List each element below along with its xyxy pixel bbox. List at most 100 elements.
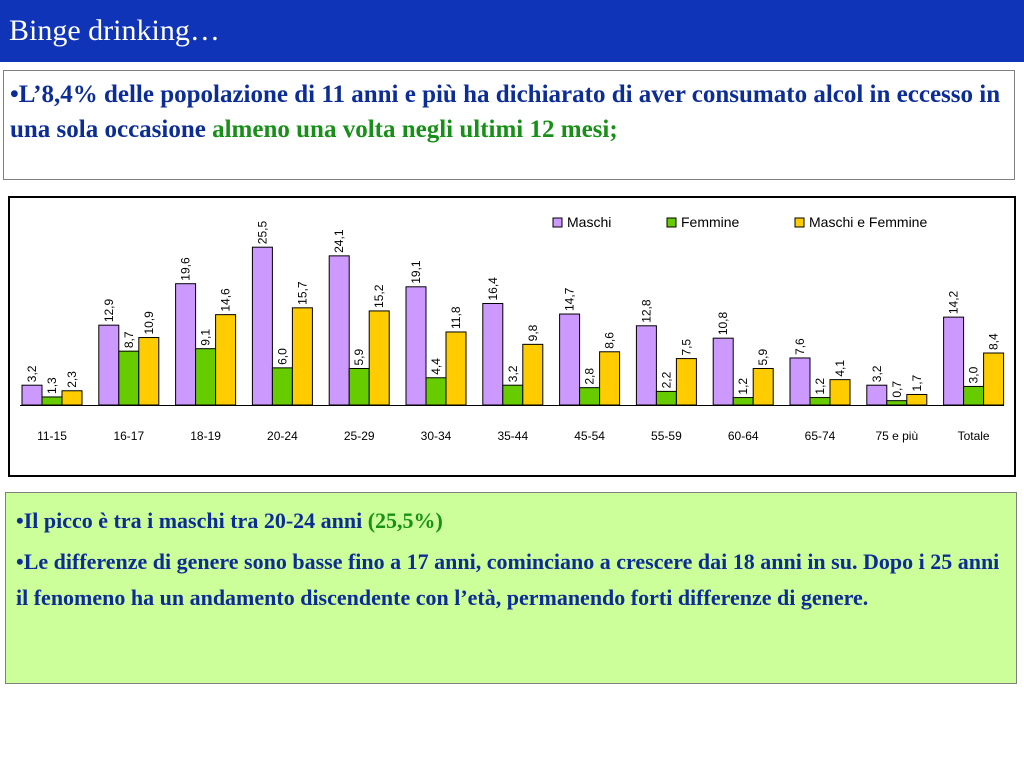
data-label-maschi-11-15: 3,2 — [25, 365, 39, 382]
data-label-femmine-35-44: 3,2 — [506, 365, 520, 382]
data-label-maschi-25-29: 24,1 — [332, 229, 346, 253]
notes-box: •Il picco è tra i maschi tra 20-24 anni … — [5, 492, 1017, 684]
bar-maschi-30-34 — [405, 286, 427, 406]
data-label-maschi-e-femmine-75-e-pi: 1,7 — [910, 374, 924, 391]
data-label-maschi-18-19: 19,6 — [179, 257, 193, 281]
bar-chart: 3,2 1,3 2,3 11-15 12,9 8,7 10,9 16-17 19,6 9,1 14,… — [20, 214, 1005, 443]
data-label-femmine-65-74: 1,2 — [813, 378, 827, 395]
data-label-femmine-18-19: 9,1 — [199, 329, 213, 346]
bar-maschi-18-19 — [175, 283, 197, 406]
x-tick-label-35-44: 35-44 — [497, 429, 528, 443]
bar-maschi-25-29 — [328, 255, 350, 406]
data-label-maschi-e-femmine-20-24: 15,7 — [295, 281, 309, 305]
bar-maschi-e-femmine-75-e-pi — [906, 393, 928, 406]
data-label-maschi-e-femmine-11-15: 2,3 — [65, 371, 79, 388]
title-bar: Binge drinking… — [0, 0, 1024, 62]
x-tick-label-75-e-pi: 75 e più — [875, 429, 918, 443]
x-tick-label-25-29: 25-29 — [344, 429, 375, 443]
data-label-femmine-totale: 3,0 — [967, 366, 981, 383]
bar-maschi-e-femmine-60-64 — [752, 367, 774, 406]
bar-femmine-20-24 — [271, 367, 293, 406]
data-label-femmine-11-15: 1,3 — [45, 377, 59, 394]
data-label-maschi-55-59: 12,8 — [639, 299, 653, 323]
bar-maschi-45-54 — [559, 313, 581, 406]
x-tick-label-totale: Totale — [958, 429, 990, 443]
data-label-maschi-20-24: 25,5 — [255, 221, 269, 245]
x-tick-label-20-24: 20-24 — [267, 429, 298, 443]
bar-maschi-e-femmine-65-74 — [829, 379, 851, 406]
data-label-maschi-e-femmine-55-59: 7,5 — [679, 339, 693, 356]
data-label-maschi-e-femmine-35-44: 9,8 — [526, 324, 540, 341]
data-label-femmine-75-e-pi: 0,7 — [890, 381, 904, 398]
data-label-maschi-e-femmine-45-54: 8,6 — [603, 332, 617, 349]
note-2-bullet: • — [16, 549, 24, 574]
intro-highlight: almeno una volta negli ultimi 12 mesi; — [212, 116, 618, 143]
data-label-maschi-e-femmine-16-17: 10,9 — [142, 311, 156, 335]
bar-femmine-35-44 — [502, 384, 524, 406]
legend-label-maschi: Maschi — [567, 214, 611, 230]
bar-maschi-e-femmine-20-24 — [291, 307, 313, 406]
data-label-maschi-60-64: 10,8 — [716, 311, 730, 335]
data-label-maschi-35-44: 16,4 — [486, 277, 500, 301]
bar-femmine-60-64 — [732, 397, 754, 406]
bar-maschi-60-64 — [712, 337, 734, 406]
data-label-femmine-60-64: 1,2 — [736, 378, 750, 395]
legend-swatch-maschi-e-femmine — [794, 217, 805, 228]
bar-maschi-e-femmine-18-19 — [215, 314, 237, 406]
x-tick-label-30-34: 30-34 — [421, 429, 452, 443]
data-label-femmine-45-54: 2,8 — [583, 368, 597, 385]
bar-femmine-75-e-pi — [886, 400, 908, 406]
legend-label-maschi-e-femmine: Maschi e Femmine — [809, 214, 927, 230]
bar-maschi-e-femmine-11-15 — [61, 390, 83, 406]
x-tick-label-60-64: 60-64 — [728, 429, 759, 443]
intro-paragraph: •L’8,4% delle popolazione di 11 anni e p… — [4, 71, 1014, 147]
legend-swatch-femmine — [666, 217, 677, 228]
data-label-maschi-e-femmine-18-19: 14,6 — [219, 288, 233, 312]
chart-container: 3,2 1,3 2,3 11-15 12,9 8,7 10,9 16-17 19,6 9,1 14,… — [8, 196, 1016, 477]
note-1-bullet: • — [16, 508, 24, 533]
note-2: •Le differenze di genere sono basse fino… — [6, 536, 1016, 616]
bar-maschi-e-femmine-35-44 — [522, 343, 544, 406]
note-1-text: Il picco è tra i maschi tra 20-24 anni — [23, 508, 368, 533]
data-label-maschi-totale: 14,2 — [947, 290, 961, 314]
data-label-maschi-e-femmine-60-64: 5,9 — [756, 348, 770, 365]
data-label-maschi-e-femmine-30-34: 11,8 — [449, 306, 463, 329]
data-label-femmine-16-17: 8,7 — [122, 331, 136, 348]
note-2-text: Le differenze di genere sono basse fino … — [16, 549, 1000, 610]
x-tick-label-55-59: 55-59 — [651, 429, 682, 443]
legend-swatch-maschi — [552, 217, 563, 228]
bar-maschi-65-74 — [789, 357, 811, 406]
data-label-femmine-55-59: 2,2 — [659, 371, 673, 388]
bar-maschi-e-femmine-16-17 — [138, 337, 160, 406]
bar-maschi-e-femmine-45-54 — [599, 351, 621, 406]
bar-femmine-11-15 — [41, 396, 63, 406]
bar-femmine-16-17 — [118, 350, 140, 406]
bar-maschi-55-59 — [635, 325, 657, 406]
bar-maschi-16-17 — [98, 324, 120, 406]
note-1-highlight: (25,5%) — [367, 508, 443, 533]
bar-maschi-e-femmine-30-34 — [445, 331, 467, 406]
x-tick-label-65-74: 65-74 — [805, 429, 836, 443]
intro-bullet: • — [10, 81, 19, 108]
bar-maschi-e-femmine-55-59 — [675, 358, 697, 406]
bar-maschi-20-24 — [251, 246, 273, 406]
bar-maschi-e-femmine-25-29 — [368, 310, 390, 406]
bar-maschi-totale — [943, 316, 965, 406]
data-label-maschi-75-e-pi: 3,2 — [870, 365, 884, 382]
x-tick-label-45-54: 45-54 — [574, 429, 605, 443]
bar-femmine-45-54 — [579, 387, 601, 406]
data-label-maschi-e-femmine-65-74: 4,1 — [833, 360, 847, 377]
bar-femmine-25-29 — [348, 367, 370, 406]
bar-maschi-35-44 — [482, 303, 504, 406]
x-tick-label-16-17: 16-17 — [113, 429, 144, 443]
bar-femmine-totale — [963, 385, 985, 406]
bar-femmine-65-74 — [809, 397, 831, 406]
data-label-femmine-30-34: 4,4 — [429, 358, 443, 375]
data-label-femmine-25-29: 5,9 — [352, 348, 366, 365]
bar-femmine-30-34 — [425, 377, 447, 406]
data-label-maschi-e-femmine-25-29: 15,2 — [372, 284, 386, 308]
data-label-maschi-16-17: 12,9 — [102, 298, 116, 322]
bar-femmine-55-59 — [655, 390, 677, 406]
slide-title: Binge drinking… — [9, 14, 220, 47]
data-label-maschi-65-74: 7,6 — [793, 338, 807, 355]
